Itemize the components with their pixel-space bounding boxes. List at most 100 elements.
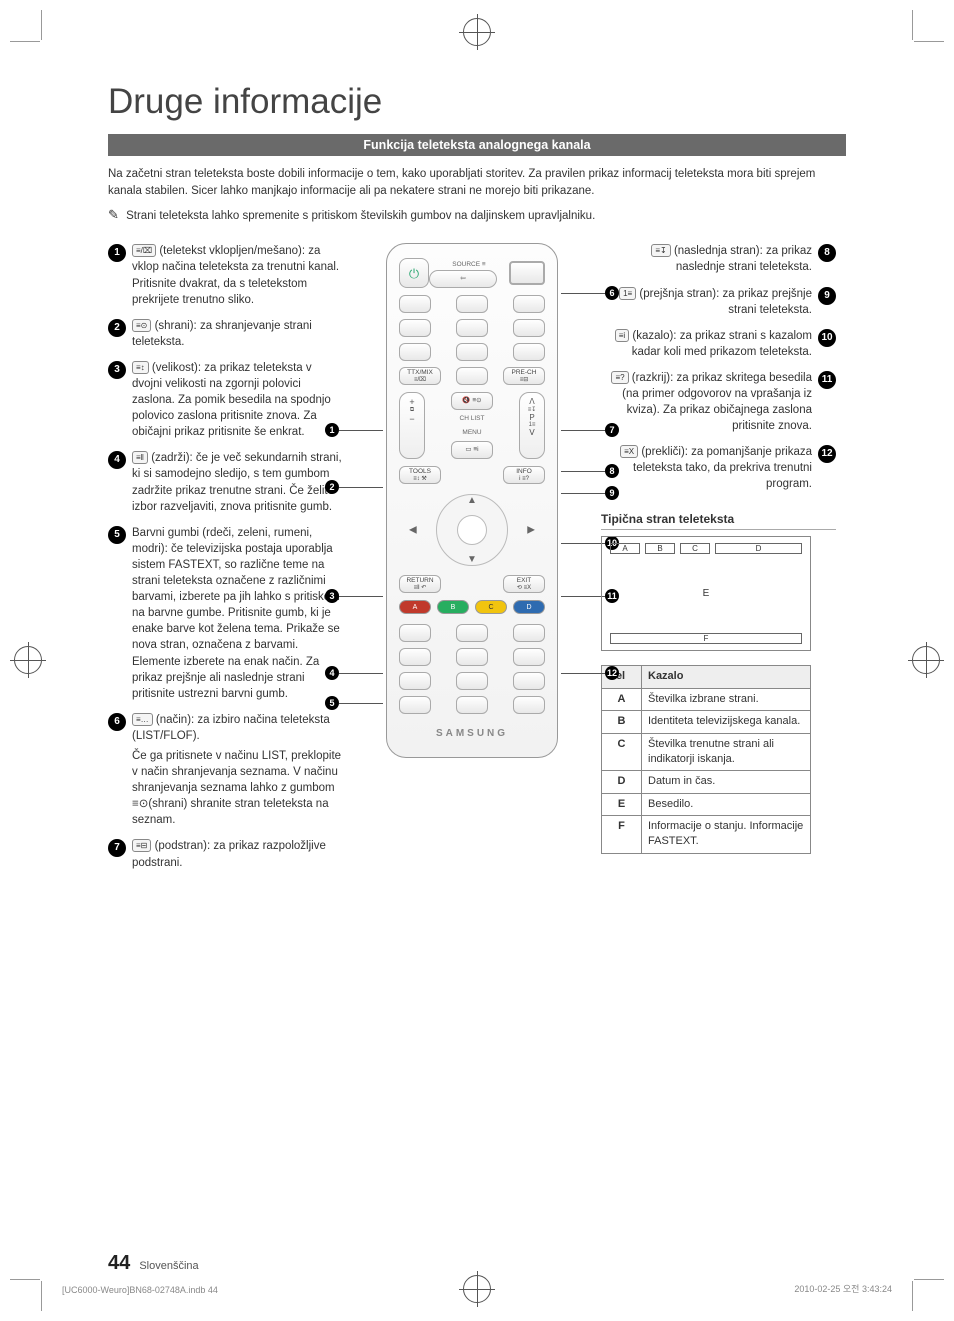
- extra-button[interactable]: [456, 648, 488, 666]
- dpad[interactable]: ▲ ▼ ◀ ▶: [399, 491, 545, 569]
- table-cell-part: C: [602, 733, 642, 771]
- item-text: (razkrij): za prikaz skritega besedila (…: [622, 372, 812, 432]
- table-row: AŠtevilka izbrane strani.: [602, 688, 811, 710]
- diagram-cell-c: C: [680, 543, 710, 554]
- power-button[interactable]: ⏻: [399, 258, 429, 288]
- extra-button[interactable]: [456, 624, 488, 642]
- num-button[interactable]: [456, 343, 488, 361]
- extra-button[interactable]: [513, 648, 545, 666]
- registration-mark: [463, 1275, 491, 1303]
- item-text: (način): za izbiro načina teleteksta (LI…: [132, 714, 330, 742]
- item-subtext: Če ga pritisnete v načinu LIST, preklopi…: [132, 748, 343, 828]
- table-row: BIdentiteta televizijskega kanala.: [602, 711, 811, 733]
- page-footer: 44 Slovenščina: [108, 1252, 199, 1275]
- extra-button[interactable]: [399, 648, 431, 666]
- crop-mark: [912, 10, 913, 40]
- channel-rocker[interactable]: ᐱ≡↧P1≡ᐯ: [519, 392, 545, 459]
- teletext-icon: ≡i: [615, 329, 629, 342]
- note-text: Strani teleteksta lahko spremenite s pri…: [126, 210, 595, 222]
- color-b-button[interactable]: B: [437, 600, 469, 614]
- exit-button[interactable]: EXIT⟲ ≡X: [503, 575, 545, 593]
- diagram-cell-a: A: [610, 543, 640, 554]
- table-cell-desc: Identiteta televizijskega kanala.: [642, 711, 811, 733]
- extra-button[interactable]: [456, 672, 488, 690]
- num-button[interactable]: [456, 319, 488, 337]
- source-label: SOURCE ≡: [429, 261, 509, 268]
- menu-button[interactable]: ▭ ≡i: [451, 441, 493, 459]
- list-item: 5Barvni gumbi (rdeči, zeleni, rumeni, mo…: [108, 525, 343, 702]
- leader-line: 1: [339, 430, 383, 431]
- number-badge: 11: [818, 371, 836, 389]
- list-item: 6≡… (način): za izbiro načina teleteksta…: [108, 712, 343, 829]
- list-item: 2≡⊙ (shrani): za shranjevanje strani tel…: [108, 318, 343, 350]
- num-button[interactable]: [399, 319, 431, 337]
- table-cell-part: E: [602, 793, 642, 815]
- num-button[interactable]: [399, 343, 431, 361]
- color-a-button[interactable]: A: [399, 600, 431, 614]
- extra-button[interactable]: [399, 672, 431, 690]
- prech-button[interactable]: PRE-CH≡⊟: [503, 367, 545, 385]
- leader-line: 4: [339, 673, 383, 674]
- teletext-icon: ≡?: [611, 371, 628, 384]
- leader-line: 5: [339, 703, 383, 704]
- tv-frame-button[interactable]: [509, 261, 545, 285]
- leader-line: 6: [561, 293, 605, 294]
- page-content: Druge informacije Funkcija teleteksta an…: [60, 42, 894, 1279]
- teletext-icon: ≡⊙: [132, 319, 151, 332]
- item-text: (teletekst vklopljen/mešano): za vklop n…: [132, 245, 339, 305]
- num-button[interactable]: [456, 367, 488, 385]
- crop-mark: [914, 1279, 944, 1280]
- table-row: EBesedilo.: [602, 793, 811, 815]
- brand-label: SAMSUNG: [399, 728, 545, 739]
- tools-button[interactable]: TOOLS≡↕ ⚒: [399, 466, 441, 484]
- item-text: (velikost): za prikaz teleteksta v dvojn…: [132, 362, 331, 438]
- mute-button[interactable]: 🔇 ≡⊙: [451, 392, 493, 410]
- num-button[interactable]: [513, 295, 545, 313]
- number-badge: 2: [108, 319, 126, 337]
- teletext-icon: ≡/⌧: [132, 244, 156, 257]
- item-text: (naslednja stran): za prikaz naslednje s…: [674, 245, 812, 273]
- registration-mark: [912, 646, 940, 674]
- extra-button[interactable]: [456, 696, 488, 714]
- info-button[interactable]: INFOi ≡?: [503, 466, 545, 484]
- num-button[interactable]: [513, 319, 545, 337]
- remote-control: ⏻ SOURCE ≡ ⇦: [386, 243, 558, 758]
- ttxmix-button[interactable]: TTX/MIX≡/⌧: [399, 367, 441, 385]
- color-d-button[interactable]: D: [513, 600, 545, 614]
- remote-column: ⏻ SOURCE ≡ ⇦: [357, 243, 587, 758]
- leader-line: 10: [561, 543, 605, 544]
- num-button[interactable]: [513, 343, 545, 361]
- return-button[interactable]: RETURN≡‖ ↶: [399, 575, 441, 593]
- number-badge: 9: [818, 287, 836, 305]
- num-button[interactable]: [456, 295, 488, 313]
- extra-button[interactable]: [513, 624, 545, 642]
- section-heading: Funkcija teleteksta analognega kanala: [108, 134, 846, 156]
- source-button[interactable]: ⇦: [429, 270, 497, 288]
- page-language: Slovenščina: [139, 1260, 198, 1272]
- list-item: ≡↧ (naslednja stran): za prikaz naslednj…: [601, 243, 836, 275]
- list-item: ≡? (razkrij): za prikaz skritega besedil…: [601, 370, 836, 434]
- note-icon: ✎: [108, 207, 119, 222]
- typical-page-heading: Tipična stran teleteksta: [601, 511, 836, 531]
- item-text: Barvni gumbi (rdeči, zeleni, rumeni, mod…: [132, 527, 340, 700]
- volume-rocker[interactable]: +⧉−: [399, 392, 425, 459]
- crop-mark: [912, 1281, 913, 1311]
- leader-line: 3: [339, 596, 383, 597]
- list-item: 1≡/⌧ (teletekst vklopljen/mešano): za vk…: [108, 243, 343, 307]
- number-badge: 3: [108, 361, 126, 379]
- color-c-button[interactable]: C: [475, 600, 507, 614]
- table-header-contents: Kazalo: [642, 666, 811, 688]
- intro-paragraph: Na začetni stran teleteksta boste dobili…: [108, 166, 846, 199]
- table-cell-desc: Datum in čas.: [642, 771, 811, 793]
- extra-button[interactable]: [513, 696, 545, 714]
- table-cell-desc: Besedilo.: [642, 793, 811, 815]
- menu-label: MENU: [462, 429, 481, 436]
- num-button[interactable]: [399, 295, 431, 313]
- extra-button[interactable]: [513, 672, 545, 690]
- parts-table: Del Kazalo AŠtevilka izbrane strani.BIde…: [601, 665, 811, 854]
- right-column: ≡↧ (naslednja stran): za prikaz naslednj…: [601, 243, 836, 854]
- table-header-part: Del: [602, 666, 642, 688]
- page-number: 44: [108, 1252, 130, 1274]
- extra-button[interactable]: [399, 696, 431, 714]
- extra-button[interactable]: [399, 624, 431, 642]
